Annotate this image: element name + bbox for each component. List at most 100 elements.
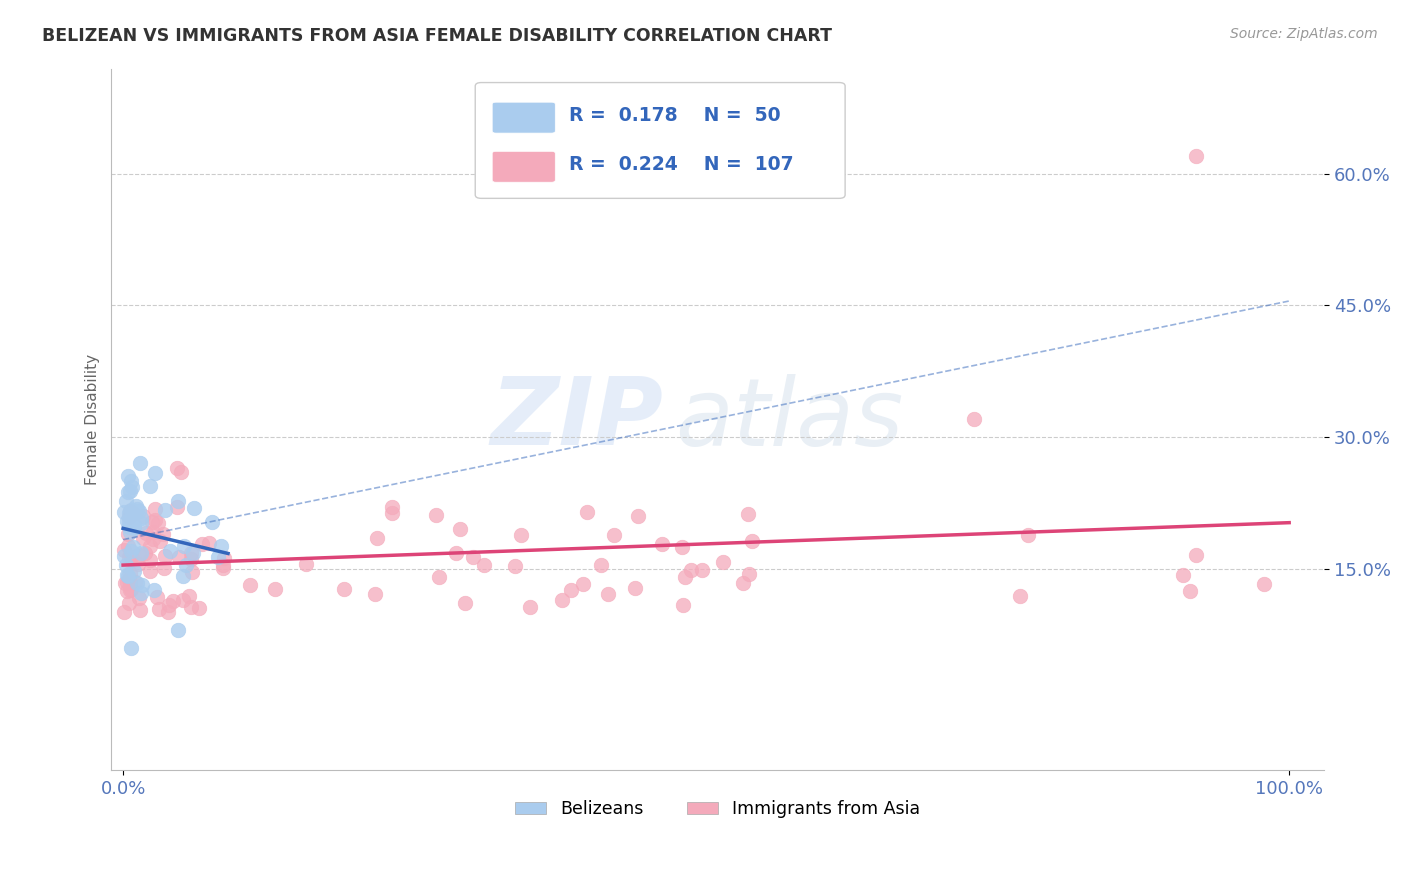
Point <box>118 566 141 581</box>
Point <box>146 516 169 531</box>
Point <box>135 525 157 540</box>
Point <box>117 527 139 541</box>
Point <box>627 509 650 524</box>
Point <box>381 500 404 515</box>
Point <box>381 506 404 520</box>
Point <box>461 549 484 564</box>
Point <box>179 589 201 603</box>
Legend: Belizeans, Immigrants from Asia: Belizeans, Immigrants from Asia <box>508 793 928 825</box>
Point <box>112 605 135 619</box>
Point <box>139 539 162 553</box>
Point <box>131 516 153 530</box>
Point <box>690 563 713 577</box>
Point <box>121 480 143 494</box>
Point <box>117 484 139 499</box>
Point <box>115 514 138 528</box>
Point <box>167 623 190 637</box>
Point <box>120 503 142 517</box>
Point <box>112 543 135 558</box>
Point <box>603 528 626 542</box>
Point <box>129 511 152 525</box>
Point <box>132 508 155 523</box>
Point <box>118 519 141 533</box>
Point <box>444 546 467 560</box>
Point <box>120 574 142 589</box>
Point <box>239 578 262 592</box>
Point <box>187 601 209 615</box>
Point <box>201 515 224 529</box>
Point <box>120 484 142 499</box>
Point <box>212 558 235 572</box>
Point <box>117 469 139 483</box>
Point <box>120 520 142 534</box>
Point <box>117 572 139 586</box>
Point <box>115 584 138 599</box>
FancyBboxPatch shape <box>492 152 555 182</box>
Point <box>181 546 204 560</box>
Point <box>117 596 139 610</box>
Point <box>148 602 170 616</box>
Point <box>128 504 150 518</box>
Point <box>332 582 354 596</box>
Point <box>1253 577 1275 591</box>
Point <box>121 582 143 596</box>
Point <box>139 553 162 567</box>
Point <box>118 503 141 517</box>
Point <box>122 517 145 532</box>
Point <box>120 550 142 565</box>
Text: ZIP: ZIP <box>491 374 664 466</box>
Point <box>153 549 176 563</box>
Point <box>711 555 734 569</box>
Point <box>152 526 174 541</box>
Point <box>209 539 232 553</box>
Point <box>364 587 387 601</box>
Point <box>427 570 450 584</box>
Text: BELIZEAN VS IMMIGRANTS FROM ASIA FEMALE DISABILITY CORRELATION CHART: BELIZEAN VS IMMIGRANTS FROM ASIA FEMALE … <box>42 27 832 45</box>
Point <box>198 536 221 550</box>
Point <box>1178 584 1201 599</box>
Point <box>589 558 612 572</box>
Point <box>159 544 181 558</box>
Point <box>128 591 150 606</box>
Point <box>737 508 759 522</box>
Point <box>519 600 541 615</box>
Point <box>572 577 595 591</box>
Point <box>212 561 235 575</box>
Point <box>503 558 526 573</box>
Point <box>212 551 235 566</box>
Point <box>295 557 318 571</box>
Text: Source: ZipAtlas.com: Source: ZipAtlas.com <box>1230 27 1378 41</box>
Y-axis label: Female Disability: Female Disability <box>86 354 100 485</box>
Point <box>166 500 188 515</box>
Point <box>145 513 167 527</box>
Point <box>143 582 166 597</box>
Point <box>170 465 193 479</box>
Point <box>180 565 202 579</box>
Point <box>120 544 142 558</box>
Point <box>366 531 388 545</box>
Point <box>509 527 531 541</box>
Point <box>143 501 166 516</box>
Point <box>173 539 195 553</box>
Point <box>117 539 139 553</box>
Point <box>129 603 152 617</box>
Point <box>117 569 139 583</box>
Point <box>172 593 194 607</box>
Point <box>149 533 172 548</box>
Point <box>575 505 598 519</box>
Point <box>127 557 149 571</box>
Point <box>134 546 156 560</box>
Point <box>141 515 163 529</box>
Point <box>623 581 645 595</box>
Point <box>671 540 693 554</box>
Point <box>118 510 141 524</box>
Point <box>129 546 152 560</box>
Point <box>560 583 582 598</box>
Point <box>651 537 673 551</box>
Point <box>157 605 180 619</box>
Point <box>112 549 135 563</box>
Point <box>138 479 160 493</box>
Point <box>183 501 205 516</box>
Point <box>124 575 146 590</box>
Point <box>120 475 142 489</box>
